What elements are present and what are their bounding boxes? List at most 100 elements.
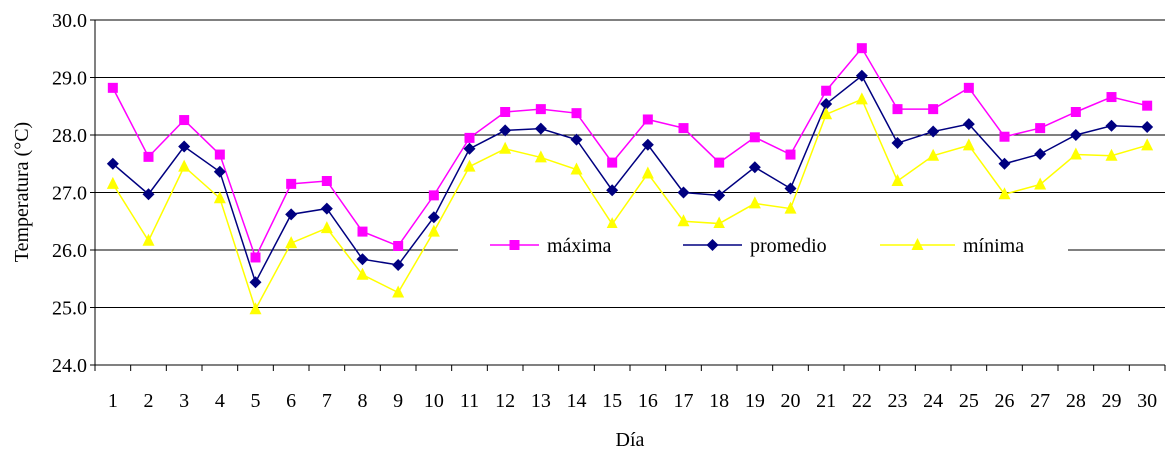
data-point [1034,147,1047,160]
legend: máxima promedio mínima [458,228,1068,262]
y-tick-label: 27.0 [52,183,87,205]
data-point [250,252,261,263]
legend-background [458,228,1068,262]
data-point [784,201,797,214]
y-tick-label: 26.0 [52,240,87,262]
data-point [714,157,725,168]
data-point [142,188,155,201]
data-point [179,115,190,126]
x-tick-label: 28 [1066,390,1086,412]
data-point [856,43,867,54]
series-group [106,43,1154,315]
legend-marker [911,238,924,250]
series-máxima [107,43,1153,263]
series-line [112,98,1148,312]
x-tick-label: 9 [393,390,403,412]
x-tick-label: 8 [358,390,368,412]
series-mínima [106,92,1154,315]
data-point [499,124,512,137]
y-tick-label: 25.0 [52,298,87,320]
series-line [112,46,1148,260]
x-tick-label: 3 [179,390,189,412]
data-point [534,150,547,163]
data-point [1070,107,1081,117]
legend-marker [706,239,719,251]
x-tick-label: 11 [460,390,479,412]
x-tick-label: 26 [995,390,1015,412]
series-promedio [106,69,1154,289]
data-point [500,107,511,117]
y-tick-label: 24.0 [52,355,87,377]
data-point [285,208,298,221]
data-point [534,122,547,135]
legend-label: mínima [963,235,1024,257]
x-tick-label: 4 [215,390,225,412]
data-point [855,69,868,82]
axes: 24.025.026.027.028.029.030.01 2 3 4 5 6 7 8 9 10 1… [52,10,1166,412]
data-point [106,157,119,170]
data-point [249,276,262,289]
data-point [106,176,119,189]
data-point [606,184,619,197]
data-point [214,149,225,160]
x-tick-label: 23 [888,390,908,412]
data-point [1105,148,1118,161]
x-tick-label: 29 [1102,390,1122,412]
data-point [571,108,582,119]
data-point [1141,138,1154,151]
data-point [286,178,297,189]
data-point [677,214,690,227]
data-point [641,166,654,179]
data-point [285,236,298,249]
data-point [785,149,796,160]
x-tick-label: 24 [923,390,943,412]
x-tick-label: 14 [567,390,587,412]
legend-entry: promedio [683,235,827,257]
x-tick-label: 17 [674,390,694,412]
data-point [392,258,405,271]
data-point [356,253,369,266]
data-point [963,82,974,93]
data-point [677,186,690,199]
data-point [1034,177,1047,190]
legend-label: máxima [547,235,612,257]
x-axis-title: Día [616,429,645,451]
x-tick-label: 16 [638,390,658,412]
x-tick-label: 25 [959,390,979,412]
x-tick-label: 30 [1137,390,1157,412]
data-point [927,148,940,161]
data-point [249,302,262,315]
x-tick-label: 7 [322,390,332,412]
data-point [749,132,760,143]
data-point [1069,147,1082,160]
data-point [1106,92,1117,103]
data-point [641,138,654,151]
data-point [713,189,726,202]
data-point [1105,119,1118,132]
data-point [642,114,653,125]
x-tick-label: 13 [531,390,551,412]
data-point [356,267,369,280]
data-point [855,92,868,105]
data-point [962,118,975,131]
x-tick-label: 12 [495,390,515,412]
data-point [428,190,439,201]
data-point [892,104,903,115]
legend-label: promedio [750,235,827,257]
x-tick-label: 19 [745,390,765,412]
y-axis-title: Temperatura (°C) [11,122,33,262]
data-point [499,141,512,154]
data-point [748,161,761,174]
data-point [427,224,440,237]
x-tick-label: 1 [108,390,118,412]
data-point [962,138,975,151]
data-point [107,82,118,93]
data-point [321,176,332,186]
gridlines [95,19,1165,308]
data-point [143,151,154,162]
data-point [927,125,940,138]
data-point [392,285,405,298]
data-point [178,159,191,172]
data-point [464,132,475,143]
